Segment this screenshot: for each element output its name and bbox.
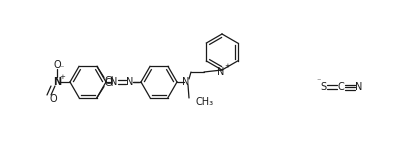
Text: ⁻: ⁻ xyxy=(60,64,64,72)
Text: Cl: Cl xyxy=(104,78,114,88)
Text: C: C xyxy=(338,82,344,92)
Text: N: N xyxy=(182,77,190,87)
Text: +: + xyxy=(59,74,65,80)
Text: S: S xyxy=(320,82,326,92)
Text: Cl: Cl xyxy=(104,76,114,86)
Text: N: N xyxy=(126,77,134,87)
Text: N: N xyxy=(110,77,118,87)
Text: +: + xyxy=(224,63,230,69)
Text: N: N xyxy=(53,77,61,87)
Text: ⁻: ⁻ xyxy=(317,77,321,85)
Text: N: N xyxy=(355,82,363,92)
Text: CH₃: CH₃ xyxy=(195,97,213,107)
Text: O: O xyxy=(49,94,57,104)
Text: O: O xyxy=(53,60,61,70)
Text: N: N xyxy=(217,67,225,77)
